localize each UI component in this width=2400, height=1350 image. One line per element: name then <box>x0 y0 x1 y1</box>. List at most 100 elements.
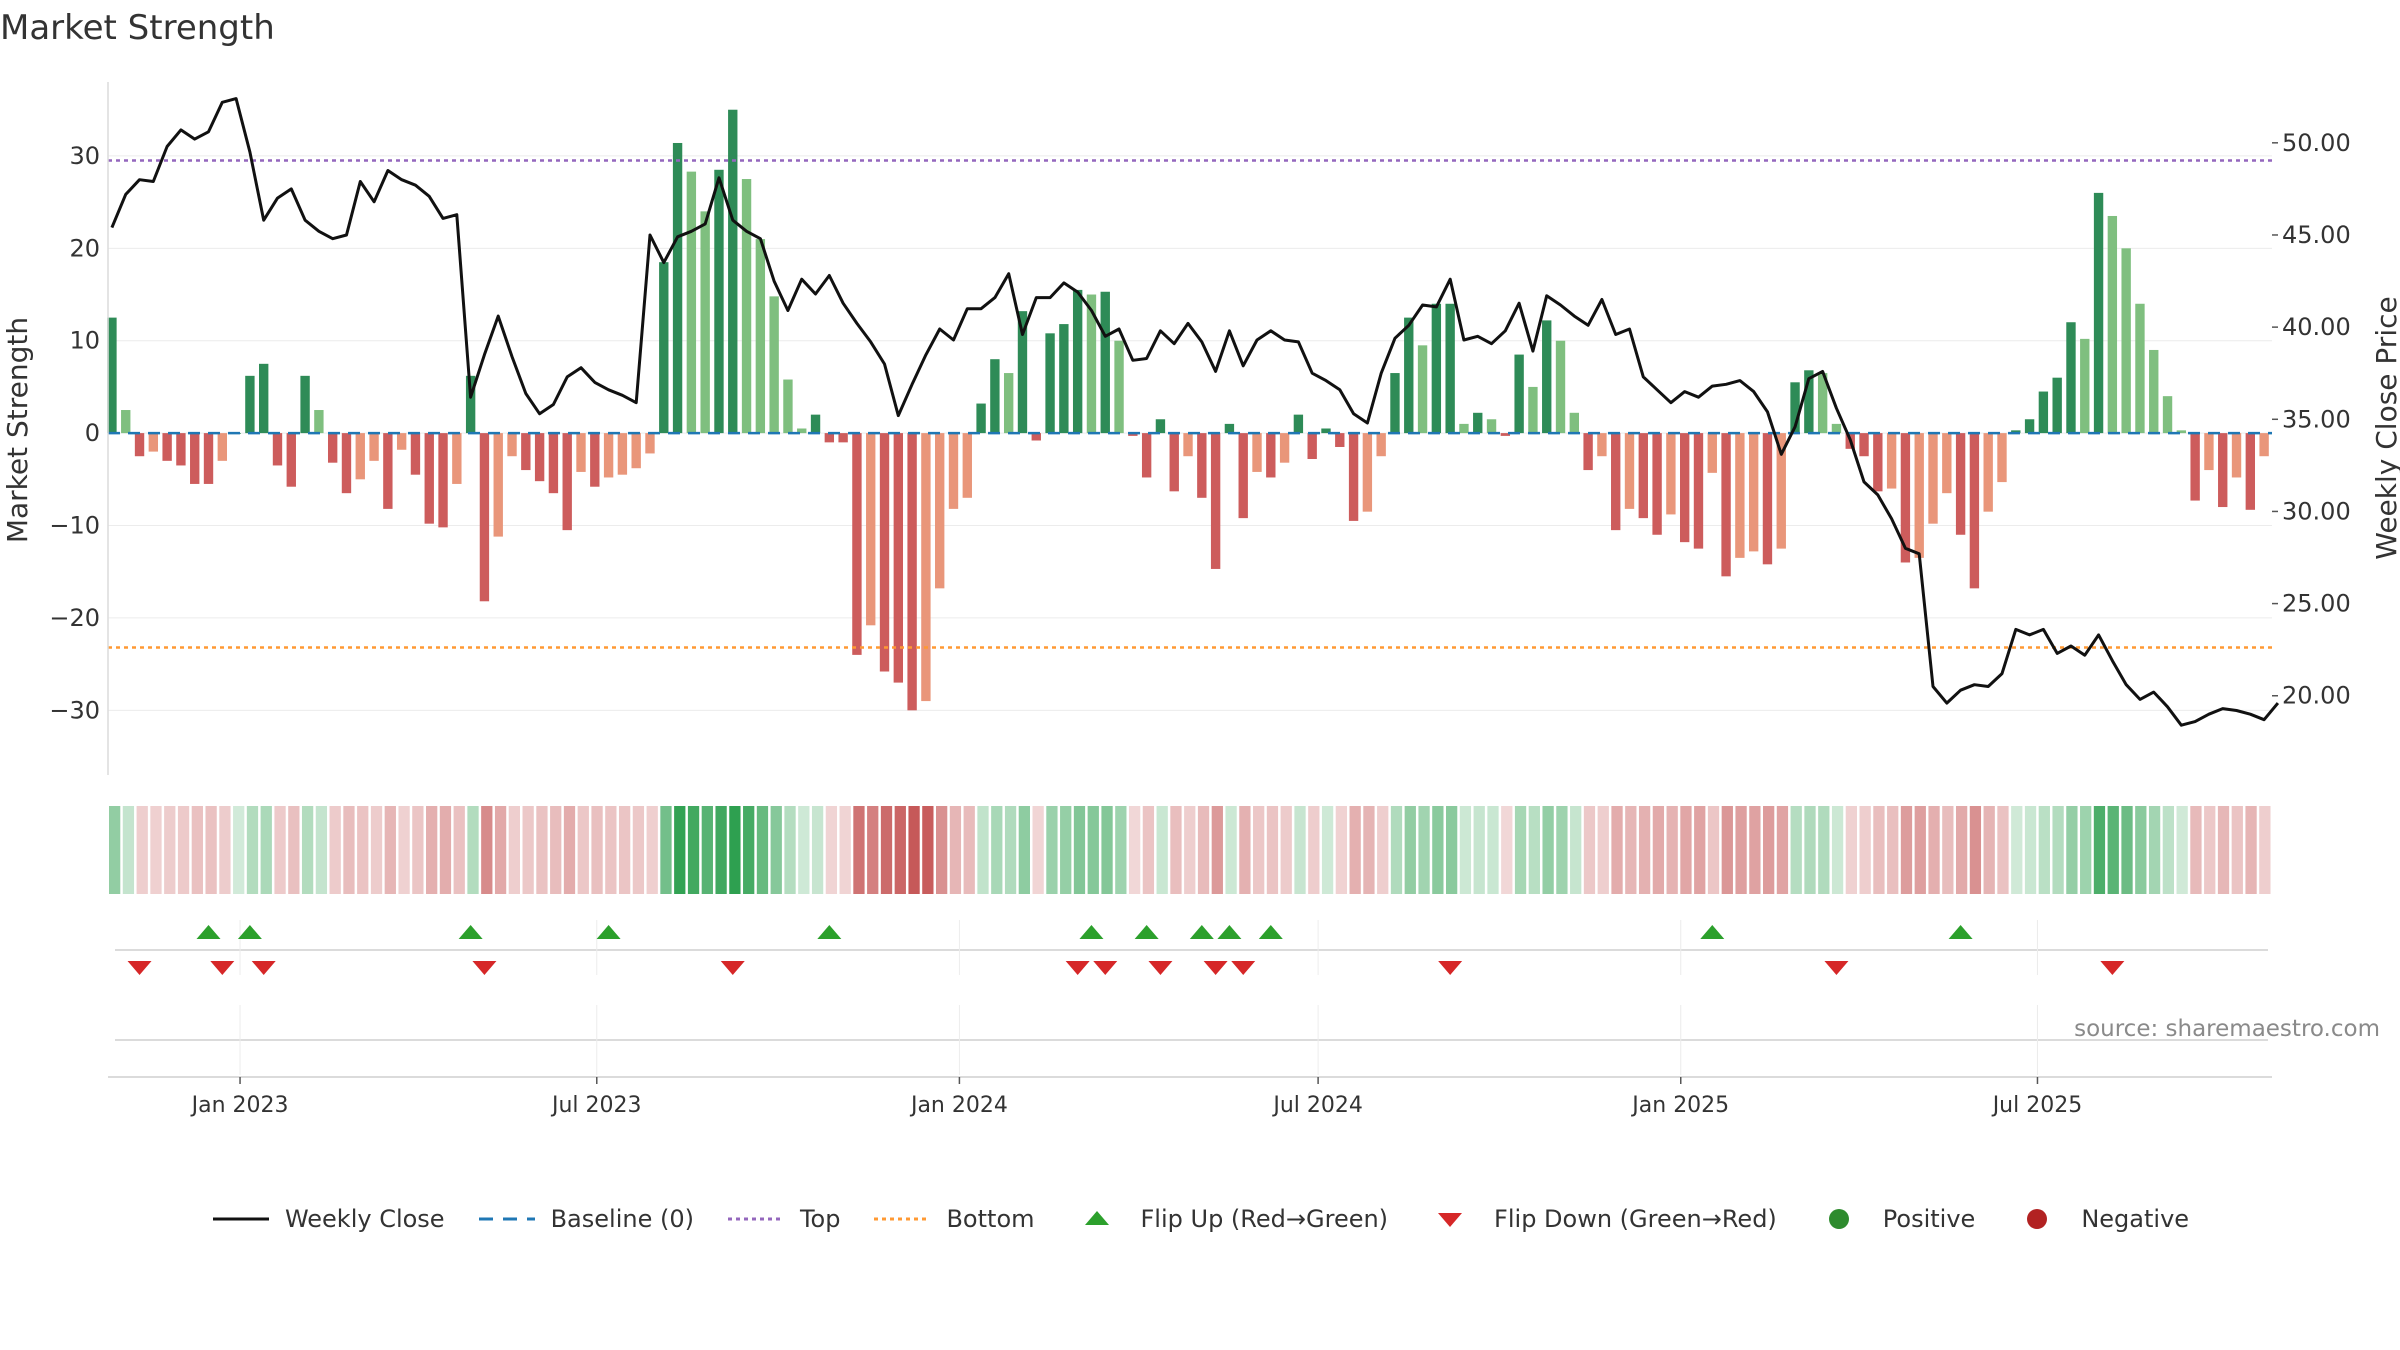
legend-label: Positive <box>1882 1205 1976 1233</box>
strength-bar <box>1473 412 1483 434</box>
strength-bar <box>2149 349 2159 434</box>
strength-bar <box>217 433 227 461</box>
legend-item-flip-down: Flip Down (Green→Red) <box>1420 1205 1777 1233</box>
strength-bar <box>921 433 931 702</box>
heat-cell <box>1473 806 1485 894</box>
strength-bar <box>245 375 255 434</box>
flip-up-marker <box>1189 925 1214 939</box>
heat-cell <box>1087 806 1099 894</box>
flip-down-marker <box>1203 961 1228 975</box>
strength-bar <box>1693 433 1704 549</box>
heat-cell <box>1983 806 1995 894</box>
strength-bar <box>1514 354 1524 434</box>
heat-cell <box>329 806 341 894</box>
strength-bar <box>783 379 793 434</box>
strength-bar <box>852 433 862 655</box>
heat-cell <box>1266 806 1279 894</box>
strength-bar <box>1362 433 1373 512</box>
strength-bar <box>1928 433 1938 524</box>
heat-cell <box>1583 806 1596 894</box>
heat-cell <box>798 806 810 894</box>
y2-axis-label: Weekly Close Price <box>2370 296 2400 559</box>
strength-bar <box>1569 412 1580 434</box>
strength-bar <box>1017 311 1028 434</box>
strength-bar <box>507 433 517 457</box>
strength-bar <box>1666 433 1676 515</box>
heat-cell <box>122 806 135 894</box>
strength-bar <box>824 433 835 443</box>
heat-cell <box>632 806 645 894</box>
strength-bar <box>1293 414 1304 434</box>
heat-cell <box>467 806 479 894</box>
strength-bar <box>576 433 586 472</box>
strength-bar <box>1335 433 1345 447</box>
heat-cell <box>880 806 893 894</box>
strength-bar <box>1638 433 1648 519</box>
strength-bar <box>769 296 779 434</box>
strength-bar <box>1942 433 1952 494</box>
strength-bar <box>948 433 959 509</box>
heat-cell <box>1349 806 1361 894</box>
strength-bar <box>1886 433 1897 489</box>
heat-cell <box>2231 806 2243 894</box>
heat-cell <box>1707 806 1720 894</box>
heat-cell <box>701 806 713 894</box>
strength-bar <box>1997 433 2007 483</box>
y2-tick-label: 50.00 <box>2282 129 2351 157</box>
dot-icon <box>2027 1209 2048 1229</box>
strength-bar <box>1721 433 1731 577</box>
y-tick-label: 10 <box>69 327 100 355</box>
strength-bar <box>2259 433 2269 457</box>
source-credit: source: sharemaestro.com <box>2074 1016 2380 1042</box>
strength-bar <box>1983 433 1993 512</box>
heat-cell <box>1542 806 1554 894</box>
flip-up-marker <box>1948 925 1973 939</box>
flip-up-marker <box>458 925 483 939</box>
strength-bar <box>631 433 641 469</box>
strength-bar <box>659 262 669 434</box>
flip-down-marker <box>472 961 497 975</box>
line-icon <box>212 1217 269 1221</box>
heat-cell <box>2107 806 2119 894</box>
strength-bar <box>1155 419 1166 434</box>
strength-bar <box>286 433 296 487</box>
heat-cell <box>508 806 521 894</box>
heat-cell <box>2204 806 2216 894</box>
heat-cell <box>1501 806 1513 894</box>
x-tick-label: Jul 2023 <box>550 1093 642 1118</box>
heat-cell <box>729 806 741 894</box>
strength-bar <box>1817 373 1828 434</box>
heat-cell <box>1170 806 1182 894</box>
strength-bar <box>107 317 117 434</box>
heat-cell <box>687 806 700 894</box>
heat-cell <box>1763 806 1775 894</box>
reference-lines <box>108 159 2272 649</box>
heat-cell <box>1873 806 1885 894</box>
strength-bar <box>300 375 310 434</box>
heat-cell <box>1845 806 1857 894</box>
heat-cell <box>370 806 383 894</box>
x-tick-label: Jan 2024 <box>909 1093 1008 1118</box>
heat-cell <box>1735 806 1747 894</box>
strength-bar <box>452 433 462 484</box>
heat-cell <box>2176 806 2188 894</box>
strength-bar <box>1762 433 1773 565</box>
dotted-line-icon <box>727 1217 784 1221</box>
heat-cell <box>618 806 631 894</box>
heat-cell <box>1859 806 1871 894</box>
strength-bar <box>424 433 434 524</box>
heat-cell <box>1073 806 1086 894</box>
y2-tick-label: 45.00 <box>2282 221 2351 249</box>
strength-bar <box>410 433 421 475</box>
y-tick-label: 0 <box>85 419 100 447</box>
legend-label: Weekly Close <box>284 1205 445 1233</box>
strength-bar <box>1790 382 1800 434</box>
heat-cell <box>426 806 438 894</box>
heat-cell <box>219 806 231 894</box>
strength-bar <box>741 179 752 434</box>
strength-bar <box>2052 377 2062 434</box>
heat-cell <box>1597 806 1609 894</box>
heat-cell <box>1128 806 1141 894</box>
heat-cell <box>1487 806 1499 894</box>
